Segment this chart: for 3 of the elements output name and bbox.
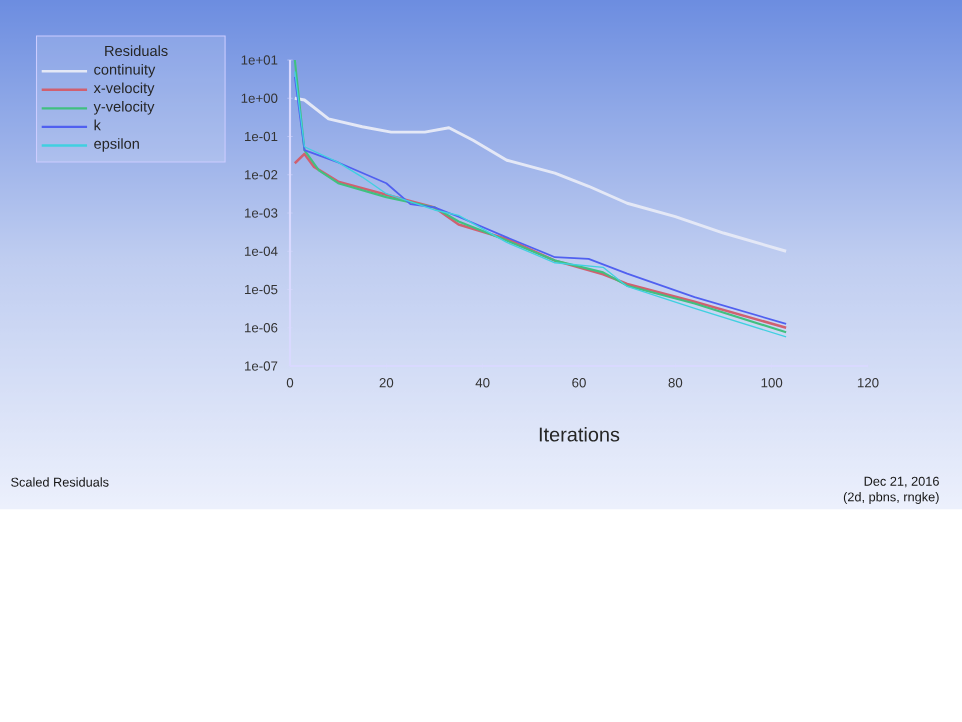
line-series xyxy=(293,96,788,253)
line-series xyxy=(293,152,788,330)
x-axis-title: Iterations xyxy=(539,426,620,442)
